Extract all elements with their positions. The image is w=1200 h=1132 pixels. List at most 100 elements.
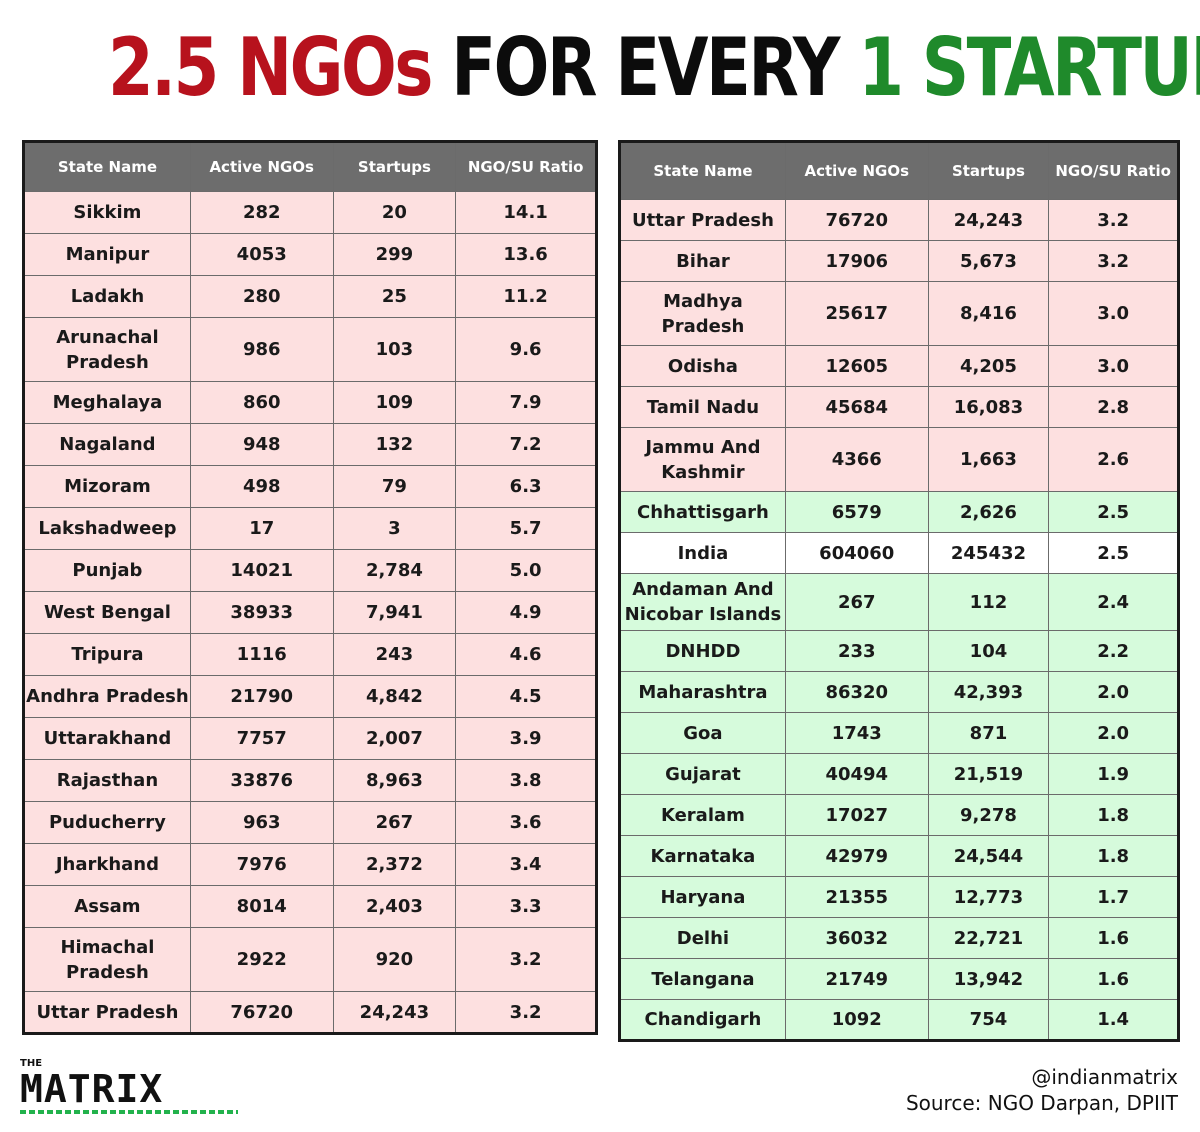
cell-ratio: 4.5 <box>455 675 597 718</box>
table-row: Tamil Nadu 45684 16,083 2.8 <box>619 386 1179 428</box>
cell-ratio: 1.6 <box>1048 958 1179 1000</box>
cell-startups: 9,278 <box>927 794 1050 836</box>
cell-active-ngos: 280 <box>189 275 334 318</box>
table-row: Karnataka 42979 24,544 1.8 <box>619 835 1179 877</box>
cell-state: West Bengal <box>23 591 191 634</box>
cell-active-ngos: 4053 <box>189 233 334 276</box>
table-row: Bihar 17906 5,673 3.2 <box>619 240 1179 282</box>
cell-active-ngos: 38933 <box>189 591 334 634</box>
table-row: Jharkhand 7976 2,372 3.4 <box>23 843 597 886</box>
cell-active-ngos: 17906 <box>784 240 929 282</box>
cell-startups: 3 <box>332 507 457 550</box>
cell-active-ngos: 21355 <box>784 876 929 918</box>
table-row: Manipur 4053 299 13.6 <box>23 233 597 276</box>
cell-state: Meghalaya <box>23 381 191 424</box>
cell-ratio: 6.3 <box>455 465 597 508</box>
logo-underline <box>20 1110 238 1114</box>
cell-startups: 243 <box>332 633 457 676</box>
cell-startups: 12,773 <box>927 876 1050 918</box>
table-row: Assam 8014 2,403 3.3 <box>23 885 597 928</box>
cell-ratio: 3.2 <box>1048 240 1179 282</box>
cell-startups: 4,842 <box>332 675 457 718</box>
cell-startups: 103 <box>332 317 457 382</box>
cell-startups: 16,083 <box>927 386 1050 428</box>
cell-state: Manipur <box>23 233 191 276</box>
cell-startups: 267 <box>332 801 457 844</box>
cell-active-ngos: 604060 <box>784 532 929 574</box>
table-row: Lakshadweep 17 3 5.7 <box>23 507 597 550</box>
cell-state: Ladakh <box>23 275 191 318</box>
cell-ratio: 3.2 <box>1048 199 1179 241</box>
table-row: Himachal Pradesh 2922 920 3.2 <box>23 927 597 992</box>
logo-matrix-text: MATRIX <box>20 1067 164 1111</box>
cell-active-ngos: 40494 <box>784 753 929 795</box>
table-row: Ladakh 280 25 11.2 <box>23 275 597 318</box>
cell-ratio: 2.0 <box>1048 712 1179 754</box>
cell-ratio: 2.2 <box>1048 630 1179 672</box>
cell-startups: 8,416 <box>927 281 1050 346</box>
right-table-body: Uttar Pradesh 76720 24,243 3.2 Bihar 17906 5,6… <box>619 199 1179 1041</box>
cell-startups: 109 <box>332 381 457 424</box>
column-header-startups: Startups <box>332 141 457 192</box>
column-header-state: State Name <box>619 141 786 200</box>
cell-ratio: 3.2 <box>455 927 597 992</box>
table-row: Sikkim 282 20 14.1 <box>23 191 597 234</box>
cell-state: Uttarakhand <box>23 717 191 760</box>
table-row: Andaman And Nicobar Islands 267 112 2.4 <box>619 573 1179 631</box>
cell-active-ngos: 21790 <box>189 675 334 718</box>
cell-startups: 754 <box>927 999 1050 1041</box>
cell-state: Assam <box>23 885 191 928</box>
cell-state: Puducherry <box>23 801 191 844</box>
cell-ratio: 5.7 <box>455 507 597 550</box>
cell-startups: 22,721 <box>927 917 1050 959</box>
title-startup: 1 STARTUP <box>858 21 1200 114</box>
page-title: 2.5 NGOs FOR EVERY 1 STARTUP <box>108 18 1200 118</box>
cell-ratio: 2.4 <box>1048 573 1179 631</box>
cell-startups: 2,403 <box>332 885 457 928</box>
cell-startups: 104 <box>927 630 1050 672</box>
column-header-ratio: NGO/SU Ratio <box>455 141 597 192</box>
cell-state: Gujarat <box>619 753 786 795</box>
cell-active-ngos: 1116 <box>189 633 334 676</box>
table-row: Maharashtra 86320 42,393 2.0 <box>619 671 1179 713</box>
table-row: Delhi 36032 22,721 1.6 <box>619 917 1179 959</box>
cell-state: Maharashtra <box>619 671 786 713</box>
cell-ratio: 3.2 <box>455 991 597 1034</box>
cell-ratio: 2.5 <box>1048 491 1179 533</box>
cell-startups: 299 <box>332 233 457 276</box>
column-header-startups: Startups <box>927 141 1050 200</box>
cell-ratio: 13.6 <box>455 233 597 276</box>
cell-active-ngos: 267 <box>784 573 929 631</box>
table-header-row: State Name Active NGOs Startups NGO/SU R… <box>619 141 1179 200</box>
cell-ratio: 2.8 <box>1048 386 1179 428</box>
cell-startups: 7,941 <box>332 591 457 634</box>
cell-ratio: 2.0 <box>1048 671 1179 713</box>
cell-state: Bihar <box>619 240 786 282</box>
cell-startups: 13,942 <box>927 958 1050 1000</box>
cell-active-ngos: 1743 <box>784 712 929 754</box>
cell-state: Telangana <box>619 958 786 1000</box>
cell-startups: 79 <box>332 465 457 508</box>
cell-ratio: 7.9 <box>455 381 597 424</box>
cell-state: Sikkim <box>23 191 191 234</box>
table-row: Haryana 21355 12,773 1.7 <box>619 876 1179 918</box>
cell-state: Goa <box>619 712 786 754</box>
cell-ratio: 7.2 <box>455 423 597 466</box>
cell-active-ngos: 963 <box>189 801 334 844</box>
cell-state: Himachal Pradesh <box>23 927 191 992</box>
table-row: India 604060 245432 2.5 <box>619 532 1179 574</box>
cell-ratio: 9.6 <box>455 317 597 382</box>
cell-state: Andhra Pradesh <box>23 675 191 718</box>
cell-active-ngos: 948 <box>189 423 334 466</box>
column-header-state: State Name <box>23 141 191 192</box>
table-row: Arunachal Pradesh 986 103 9.6 <box>23 317 597 382</box>
table-row: Rajasthan 33876 8,963 3.8 <box>23 759 597 802</box>
cell-active-ngos: 17 <box>189 507 334 550</box>
cell-state: Odisha <box>619 345 786 387</box>
cell-ratio: 1.4 <box>1048 999 1179 1041</box>
cell-startups: 132 <box>332 423 457 466</box>
cell-active-ngos: 14021 <box>189 549 334 592</box>
cell-state: Haryana <box>619 876 786 918</box>
cell-state: Lakshadweep <box>23 507 191 550</box>
cell-startups: 112 <box>927 573 1050 631</box>
